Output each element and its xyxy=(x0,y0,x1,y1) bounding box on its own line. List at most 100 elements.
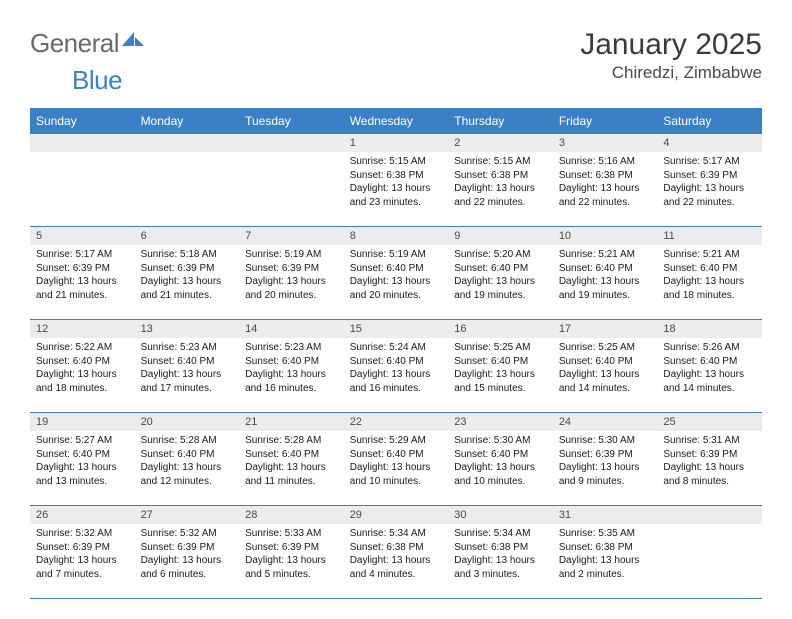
day-number: 11 xyxy=(657,227,762,245)
sunset-line: Sunset: 6:38 PM xyxy=(454,169,547,183)
sunset-line: Sunset: 6:40 PM xyxy=(559,355,652,369)
day-number: 17 xyxy=(553,320,658,338)
sunrise-line: Sunrise: 5:31 AM xyxy=(663,434,756,448)
day-details: Sunrise: 5:19 AMSunset: 6:39 PMDaylight:… xyxy=(239,245,344,306)
day-details: Sunrise: 5:28 AMSunset: 6:40 PMDaylight:… xyxy=(135,431,240,492)
sunrise-line: Sunrise: 5:27 AM xyxy=(36,434,129,448)
daylight-line: Daylight: 13 hours and 5 minutes. xyxy=(245,554,338,581)
day-number-empty xyxy=(239,134,344,152)
sunset-line: Sunset: 6:39 PM xyxy=(245,541,338,555)
sunset-line: Sunset: 6:40 PM xyxy=(245,448,338,462)
sunset-line: Sunset: 6:38 PM xyxy=(350,541,443,555)
weekday-header-row: SundayMondayTuesdayWednesdayThursdayFrid… xyxy=(30,108,762,134)
calendar-page: General January 2025 Chiredzi, Zimbabwe … xyxy=(0,0,792,619)
calendar-body: 1Sunrise: 5:15 AMSunset: 6:38 PMDaylight… xyxy=(30,134,762,599)
day-number-empty xyxy=(657,506,762,524)
calendar-day-cell: 22Sunrise: 5:29 AMSunset: 6:40 PMDayligh… xyxy=(344,413,449,506)
calendar-day-cell: 27Sunrise: 5:32 AMSunset: 6:39 PMDayligh… xyxy=(135,506,240,599)
day-number: 21 xyxy=(239,413,344,431)
calendar-day-cell: 11Sunrise: 5:21 AMSunset: 6:40 PMDayligh… xyxy=(657,227,762,320)
day-number: 29 xyxy=(344,506,449,524)
sunrise-line: Sunrise: 5:23 AM xyxy=(141,341,234,355)
daylight-line: Daylight: 13 hours and 22 minutes. xyxy=(663,182,756,209)
daylight-line: Daylight: 13 hours and 20 minutes. xyxy=(350,275,443,302)
day-number: 7 xyxy=(239,227,344,245)
day-details: Sunrise: 5:23 AMSunset: 6:40 PMDaylight:… xyxy=(135,338,240,399)
calendar-day-cell: 23Sunrise: 5:30 AMSunset: 6:40 PMDayligh… xyxy=(448,413,553,506)
calendar-day-cell xyxy=(135,134,240,227)
daylight-line: Daylight: 13 hours and 4 minutes. xyxy=(350,554,443,581)
day-details: Sunrise: 5:18 AMSunset: 6:39 PMDaylight:… xyxy=(135,245,240,306)
day-details: Sunrise: 5:16 AMSunset: 6:38 PMDaylight:… xyxy=(553,152,658,213)
daylight-line: Daylight: 13 hours and 10 minutes. xyxy=(454,461,547,488)
day-number: 10 xyxy=(553,227,658,245)
day-number: 25 xyxy=(657,413,762,431)
daylight-line: Daylight: 13 hours and 16 minutes. xyxy=(350,368,443,395)
day-details: Sunrise: 5:22 AMSunset: 6:40 PMDaylight:… xyxy=(30,338,135,399)
calendar-day-cell: 19Sunrise: 5:27 AMSunset: 6:40 PMDayligh… xyxy=(30,413,135,506)
day-number: 13 xyxy=(135,320,240,338)
sunrise-line: Sunrise: 5:28 AM xyxy=(141,434,234,448)
sunset-line: Sunset: 6:40 PM xyxy=(559,262,652,276)
day-details: Sunrise: 5:24 AMSunset: 6:40 PMDaylight:… xyxy=(344,338,449,399)
day-details: Sunrise: 5:29 AMSunset: 6:40 PMDaylight:… xyxy=(344,431,449,492)
day-number: 18 xyxy=(657,320,762,338)
day-details: Sunrise: 5:21 AMSunset: 6:40 PMDaylight:… xyxy=(553,245,658,306)
weekday-header: Saturday xyxy=(657,108,762,134)
sunrise-line: Sunrise: 5:22 AM xyxy=(36,341,129,355)
sunset-line: Sunset: 6:40 PM xyxy=(663,355,756,369)
day-number: 16 xyxy=(448,320,553,338)
sunrise-line: Sunrise: 5:15 AM xyxy=(350,155,443,169)
sunset-line: Sunset: 6:39 PM xyxy=(245,262,338,276)
weekday-header: Monday xyxy=(135,108,240,134)
calendar-day-cell: 5Sunrise: 5:17 AMSunset: 6:39 PMDaylight… xyxy=(30,227,135,320)
daylight-line: Daylight: 13 hours and 17 minutes. xyxy=(141,368,234,395)
day-details: Sunrise: 5:21 AMSunset: 6:40 PMDaylight:… xyxy=(657,245,762,306)
calendar-day-cell: 16Sunrise: 5:25 AMSunset: 6:40 PMDayligh… xyxy=(448,320,553,413)
day-number: 8 xyxy=(344,227,449,245)
day-number: 22 xyxy=(344,413,449,431)
daylight-line: Daylight: 13 hours and 12 minutes. xyxy=(141,461,234,488)
sunrise-line: Sunrise: 5:26 AM xyxy=(663,341,756,355)
day-number: 2 xyxy=(448,134,553,152)
daylight-line: Daylight: 13 hours and 15 minutes. xyxy=(454,368,547,395)
calendar-day-cell: 3Sunrise: 5:16 AMSunset: 6:38 PMDaylight… xyxy=(553,134,658,227)
weekday-header: Sunday xyxy=(30,108,135,134)
weekday-header: Wednesday xyxy=(344,108,449,134)
sunset-line: Sunset: 6:38 PM xyxy=(454,541,547,555)
day-number: 1 xyxy=(344,134,449,152)
day-number: 12 xyxy=(30,320,135,338)
daylight-line: Daylight: 13 hours and 11 minutes. xyxy=(245,461,338,488)
sunrise-line: Sunrise: 5:25 AM xyxy=(559,341,652,355)
sunrise-line: Sunrise: 5:17 AM xyxy=(36,248,129,262)
daylight-line: Daylight: 13 hours and 22 minutes. xyxy=(559,182,652,209)
sunset-line: Sunset: 6:40 PM xyxy=(36,448,129,462)
calendar-day-cell: 14Sunrise: 5:23 AMSunset: 6:40 PMDayligh… xyxy=(239,320,344,413)
calendar-day-cell: 31Sunrise: 5:35 AMSunset: 6:38 PMDayligh… xyxy=(553,506,658,599)
day-number: 23 xyxy=(448,413,553,431)
sunrise-line: Sunrise: 5:25 AM xyxy=(454,341,547,355)
daylight-line: Daylight: 13 hours and 19 minutes. xyxy=(454,275,547,302)
sunset-line: Sunset: 6:40 PM xyxy=(141,355,234,369)
sunset-line: Sunset: 6:39 PM xyxy=(559,448,652,462)
sunset-line: Sunset: 6:39 PM xyxy=(663,169,756,183)
daylight-line: Daylight: 13 hours and 9 minutes. xyxy=(559,461,652,488)
day-number: 26 xyxy=(30,506,135,524)
day-details: Sunrise: 5:31 AMSunset: 6:39 PMDaylight:… xyxy=(657,431,762,492)
day-number: 30 xyxy=(448,506,553,524)
daylight-line: Daylight: 13 hours and 8 minutes. xyxy=(663,461,756,488)
day-number: 14 xyxy=(239,320,344,338)
day-number: 28 xyxy=(239,506,344,524)
day-number: 9 xyxy=(448,227,553,245)
day-details: Sunrise: 5:15 AMSunset: 6:38 PMDaylight:… xyxy=(344,152,449,213)
daylight-line: Daylight: 13 hours and 18 minutes. xyxy=(663,275,756,302)
day-number-empty xyxy=(30,134,135,152)
day-number: 31 xyxy=(553,506,658,524)
daylight-line: Daylight: 13 hours and 21 minutes. xyxy=(36,275,129,302)
sunset-line: Sunset: 6:40 PM xyxy=(350,355,443,369)
day-details: Sunrise: 5:34 AMSunset: 6:38 PMDaylight:… xyxy=(448,524,553,585)
calendar-day-cell: 20Sunrise: 5:28 AMSunset: 6:40 PMDayligh… xyxy=(135,413,240,506)
sunset-line: Sunset: 6:40 PM xyxy=(141,448,234,462)
day-details: Sunrise: 5:30 AMSunset: 6:40 PMDaylight:… xyxy=(448,431,553,492)
sunset-line: Sunset: 6:40 PM xyxy=(454,262,547,276)
